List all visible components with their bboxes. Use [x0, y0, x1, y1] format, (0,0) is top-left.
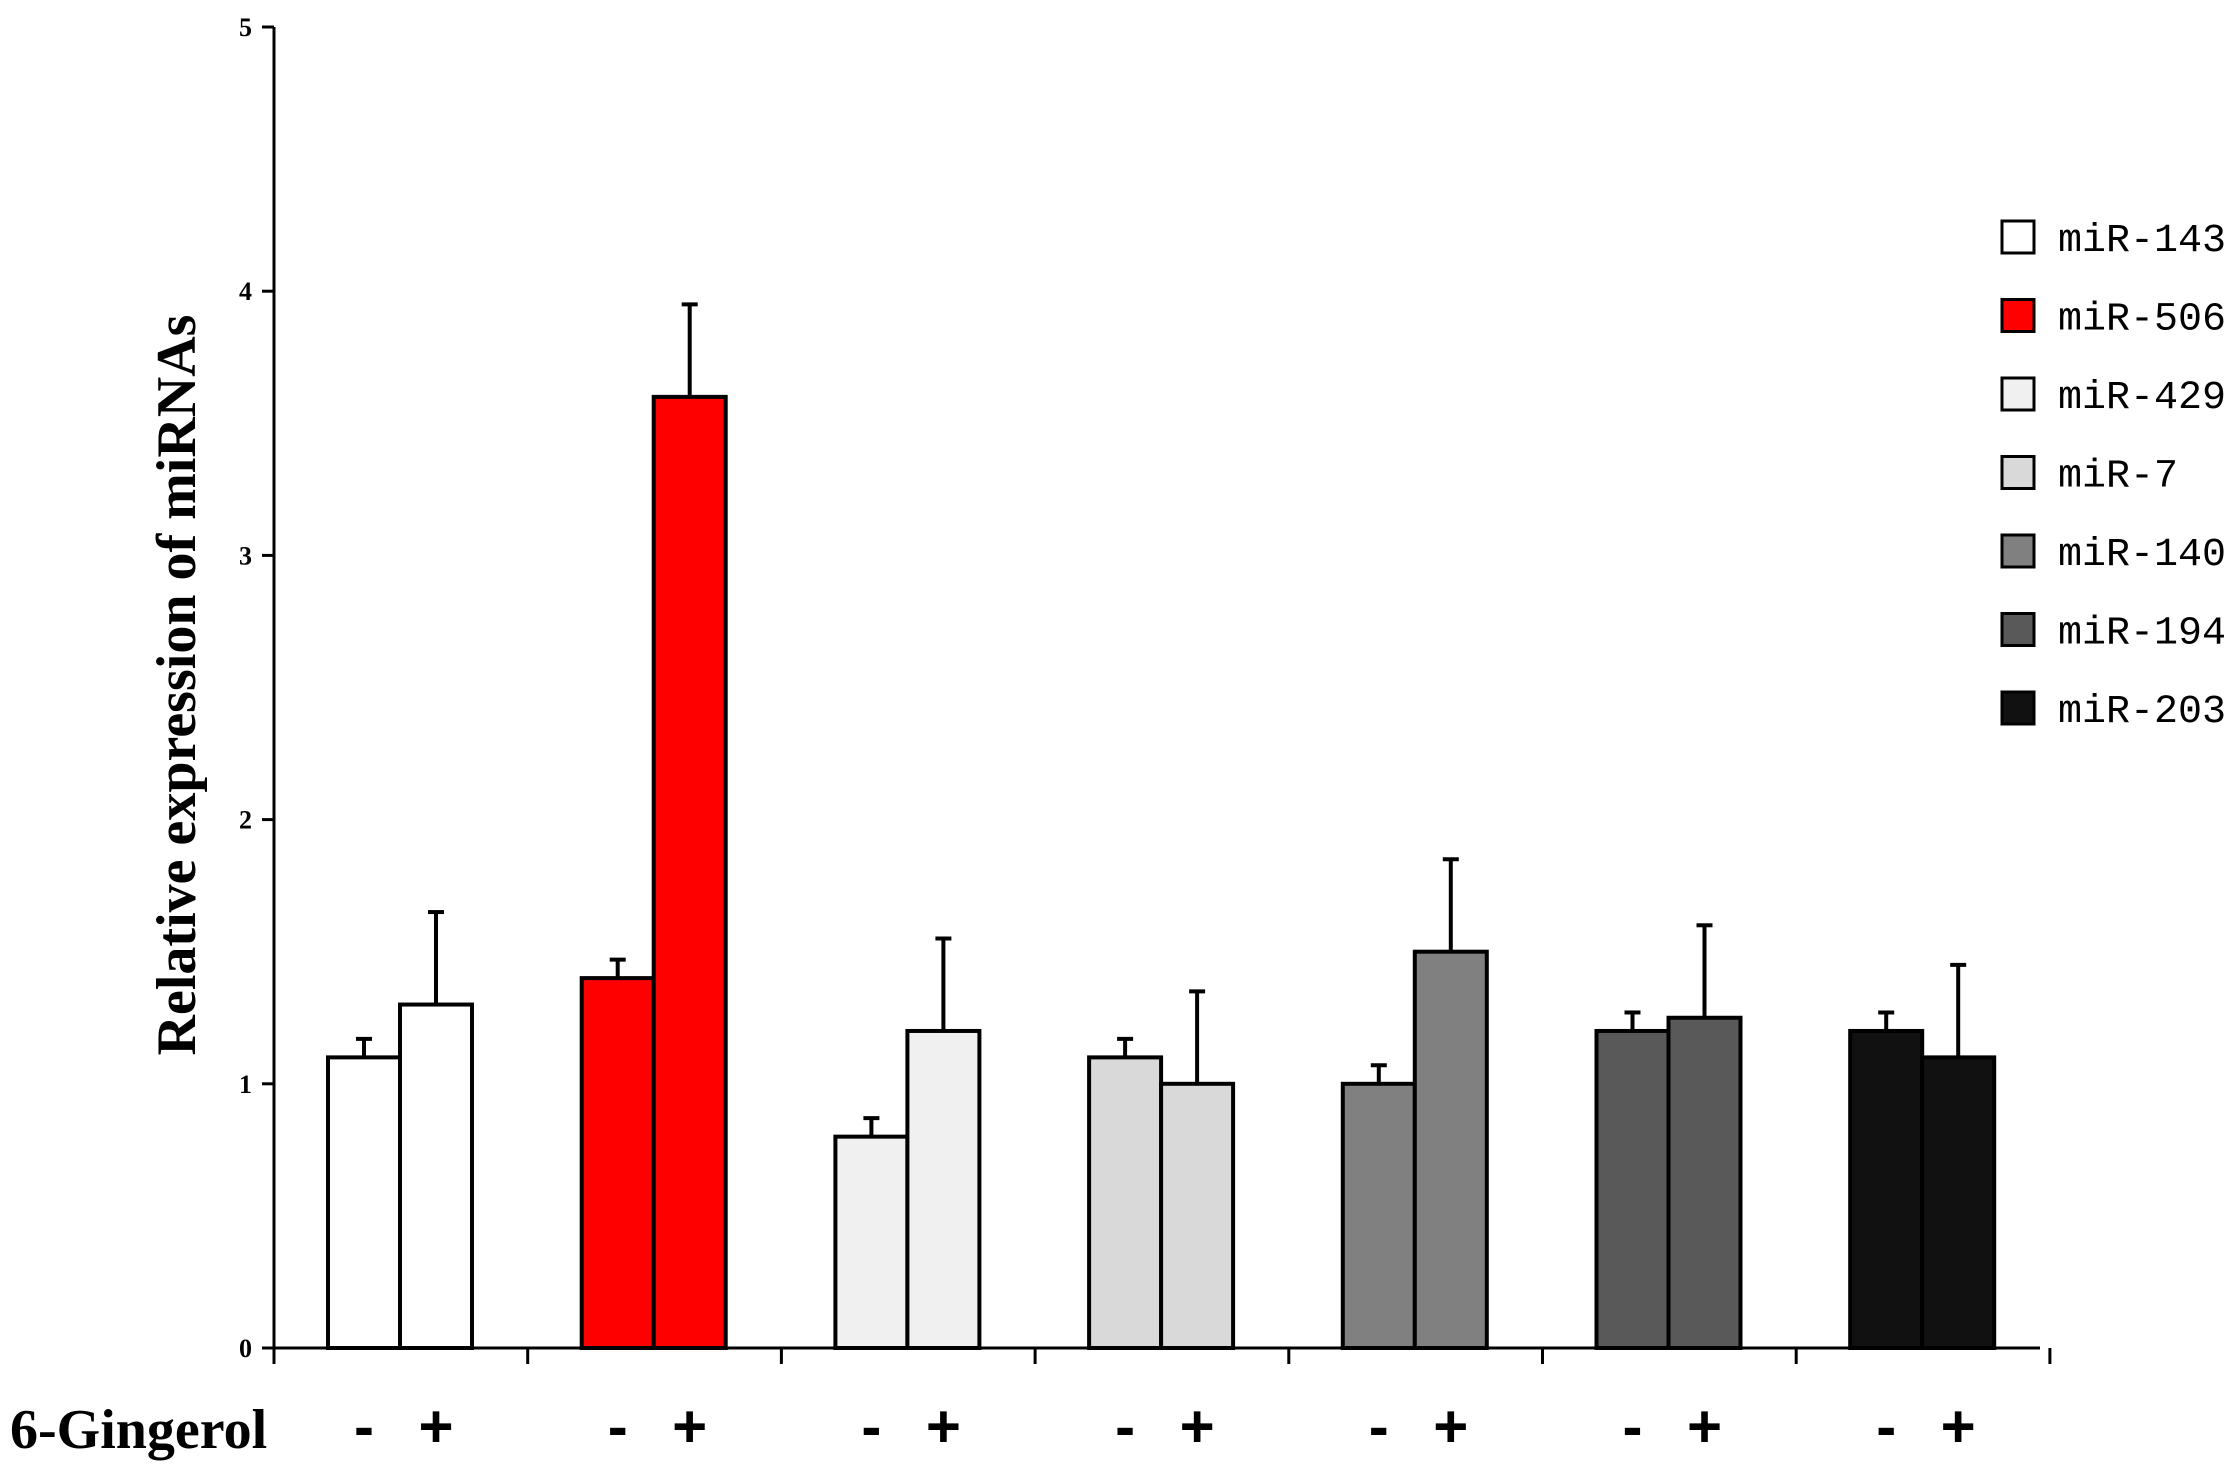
bar-miR-194-minus	[1594, 1028, 1671, 1350]
legend-label-miR-7: miR-7	[2058, 455, 2178, 500]
legend-label-miR-203: miR-203	[2058, 690, 2226, 735]
y-tick-label: 0	[239, 1334, 252, 1363]
axes: 0 1 2 3 4 5 Relative expression of miRNAs	[146, 13, 2052, 1364]
bar-miR-506-plus	[651, 394, 728, 1350]
condition-label-plus: +	[926, 1393, 961, 1460]
condition-label-minus: -	[608, 1393, 628, 1460]
y-tick-label: 3	[239, 541, 252, 570]
bar-miR-143-minus	[326, 1055, 402, 1350]
bar-miR-194-plus	[1666, 1015, 1743, 1350]
y-tick-label: 4	[239, 277, 252, 306]
treatment-label: 6-Gingerol	[10, 1399, 267, 1461]
legend-swatch-miR-194	[2000, 612, 2036, 647]
bar-miR-506-minus	[579, 976, 656, 1350]
bar-miR-203-minus	[1848, 1028, 1925, 1350]
condition-label-minus: -	[1369, 1393, 1389, 1460]
condition-label-plus: +	[1180, 1393, 1215, 1460]
bar-miR-429-minus	[833, 1134, 910, 1351]
legend-label-miR-506: miR-506	[2058, 298, 2226, 343]
bar-miR-143-plus	[398, 1002, 474, 1350]
condition-label-plus: +	[672, 1393, 707, 1460]
bar-miR-140-plus	[1412, 949, 1489, 1350]
legend: miR-143 miR-506 miR-429 miR-7 miR-140 miR-194…	[2000, 219, 2226, 735]
condition-label-minus: -	[354, 1393, 374, 1460]
condition-label-minus: -	[861, 1393, 881, 1460]
condition-label-plus: +	[1687, 1393, 1722, 1460]
treatment-row: - + - + - + - + - + - + - +6-Gingerol	[10, 1393, 1976, 1461]
y-tick-label: 2	[239, 806, 252, 835]
legend-swatch-miR-7	[2000, 455, 2036, 490]
bar-miR-7-plus	[1159, 1081, 1236, 1351]
bar-miR-429-plus	[905, 1028, 982, 1350]
legend-swatch-miR-203	[2000, 690, 2036, 726]
y-axis-title: Relative expression of miRNAs	[146, 315, 208, 1056]
legend-label-miR-140: miR-140	[2058, 533, 2226, 578]
condition-label-minus: -	[1876, 1393, 1896, 1460]
condition-label-minus: -	[1115, 1393, 1135, 1460]
condition-label-plus: +	[418, 1393, 453, 1460]
legend-swatch-miR-506	[2000, 298, 2036, 333]
bar-miR-7-minus	[1087, 1055, 1164, 1350]
legend-label-miR-429: miR-429	[2058, 376, 2226, 421]
bars	[326, 302, 1997, 1351]
y-tick-label: 1	[239, 1070, 252, 1099]
condition-label-minus: -	[1623, 1393, 1643, 1460]
legend-swatch-miR-143	[2000, 219, 2036, 255]
condition-label-plus: +	[1433, 1393, 1468, 1460]
bar-miR-203-plus	[1920, 1055, 1997, 1350]
legend-label-miR-194: miR-194	[2058, 612, 2226, 657]
legend-label-miR-143: miR-143	[2058, 219, 2226, 264]
legend-swatch-miR-140	[2000, 533, 2036, 569]
condition-label-plus: +	[1941, 1393, 1976, 1460]
legend-swatch-miR-429	[2000, 376, 2036, 412]
bar-miR-140-minus	[1340, 1081, 1417, 1351]
y-tick-label: 5	[239, 13, 252, 42]
